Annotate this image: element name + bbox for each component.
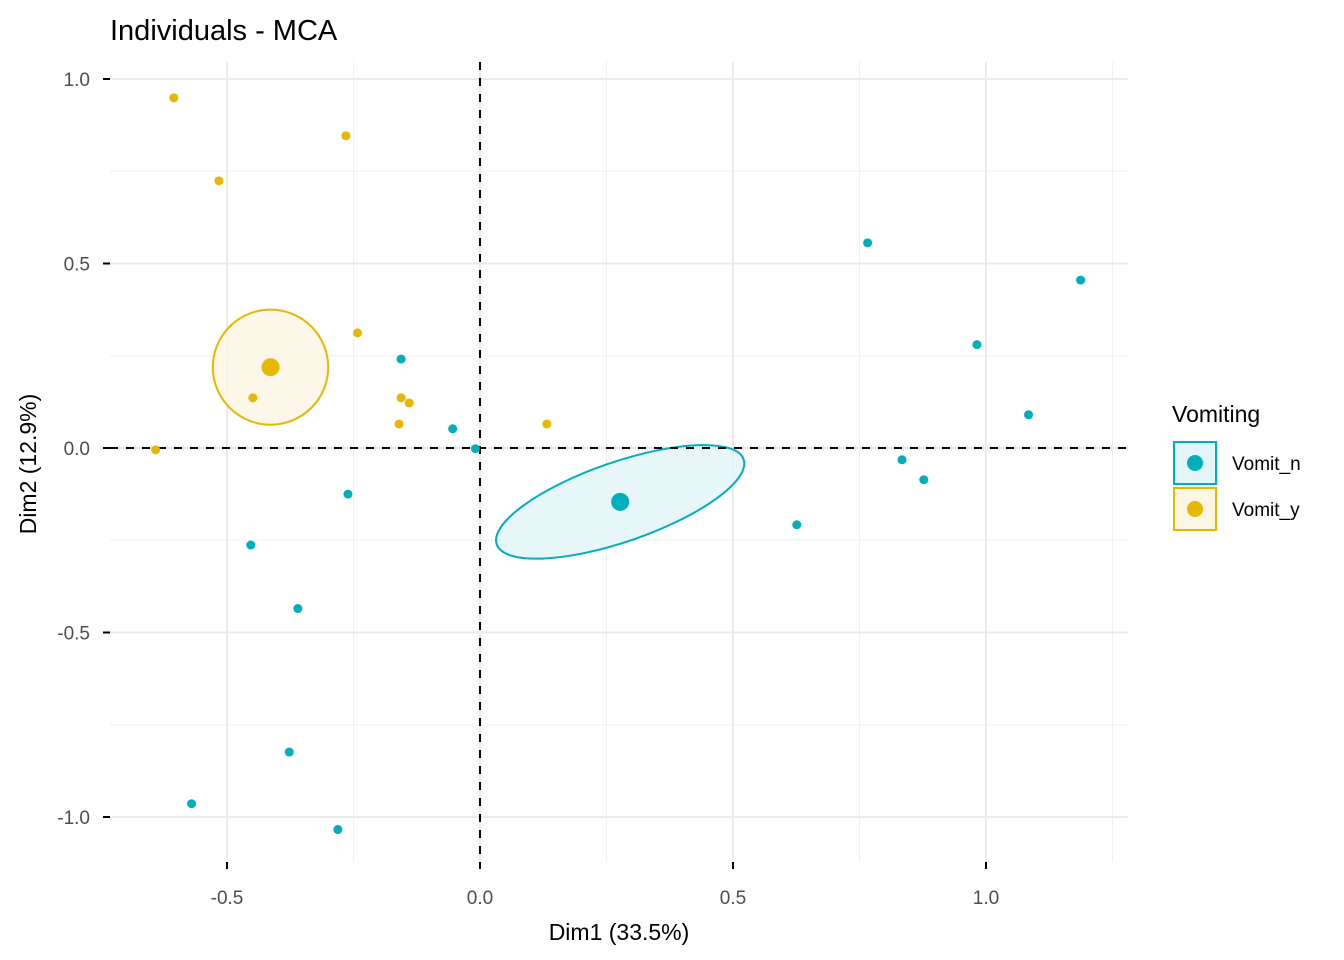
point-vomit-y: [151, 445, 161, 455]
point-vomit-n: [396, 354, 406, 364]
point-vomit-y: [169, 93, 179, 103]
x-tick-label: 1.0: [973, 888, 999, 909]
x-axis-title: Dim1 (33.5%): [549, 919, 690, 945]
point-vomit-y: [394, 419, 404, 429]
data-points: [151, 93, 1086, 835]
y-tick-label: -1.0: [57, 808, 90, 829]
legend-label: Vomit_n: [1232, 454, 1301, 475]
y-axis: 1.0 0.5 0.0 -0.5 -1.0: [57, 70, 110, 829]
legend-key-vomit-y: [1173, 487, 1217, 531]
centroid-vomit-n: [611, 492, 630, 511]
x-tick-label: -0.5: [211, 888, 244, 909]
legend-key-vomit-n: [1173, 441, 1217, 485]
point-vomit-y: [214, 176, 224, 186]
point-vomit-n: [343, 489, 353, 499]
y-axis-title: Dim2 (12.9%): [15, 394, 41, 535]
point-vomit-y: [353, 328, 363, 338]
y-tick-label: 1.0: [64, 70, 90, 91]
legend-marker: [1187, 501, 1203, 517]
chart-title: Individuals - MCA: [110, 15, 338, 47]
x-tick-label: 0.5: [720, 888, 746, 909]
major-gridlines: [110, 62, 1128, 862]
point-vomit-n: [246, 540, 256, 550]
point-vomit-y: [396, 393, 406, 403]
point-vomit-y: [404, 398, 414, 408]
point-vomit-n: [863, 238, 873, 248]
point-vomit-n: [293, 604, 303, 614]
x-tick-label: 0.0: [467, 888, 493, 909]
point-vomit-n: [792, 520, 802, 530]
y-tick-label: 0.0: [64, 439, 90, 460]
point-vomit-n: [972, 340, 982, 350]
point-vomit-y: [542, 419, 552, 429]
point-vomit-y: [248, 393, 258, 403]
reference-lines: [110, 62, 1128, 862]
point-vomit-y: [341, 131, 351, 141]
point-vomit-n: [448, 424, 458, 434]
point-vomit-n: [1076, 275, 1086, 285]
centroid-vomit-y: [261, 358, 280, 377]
legend: Vomiting Vomit_n Vomit_y: [1172, 401, 1301, 531]
legend-title: Vomiting: [1172, 401, 1260, 427]
group-centroids: [261, 358, 630, 511]
point-vomit-n: [897, 455, 907, 465]
point-vomit-n: [470, 444, 480, 454]
legend-marker: [1187, 455, 1203, 471]
legend-label: Vomit_y: [1232, 500, 1300, 521]
point-vomit-n: [187, 799, 197, 809]
point-vomit-n: [919, 475, 929, 485]
y-tick-label: 0.5: [64, 255, 90, 276]
y-tick-label: -0.5: [57, 624, 90, 645]
point-vomit-n: [333, 825, 343, 835]
point-vomit-n: [1024, 410, 1034, 420]
confidence-ellipses: [211, 308, 746, 560]
point-vomit-n: [284, 747, 294, 757]
x-axis: -0.5 0.0 0.5 1.0: [211, 862, 999, 909]
